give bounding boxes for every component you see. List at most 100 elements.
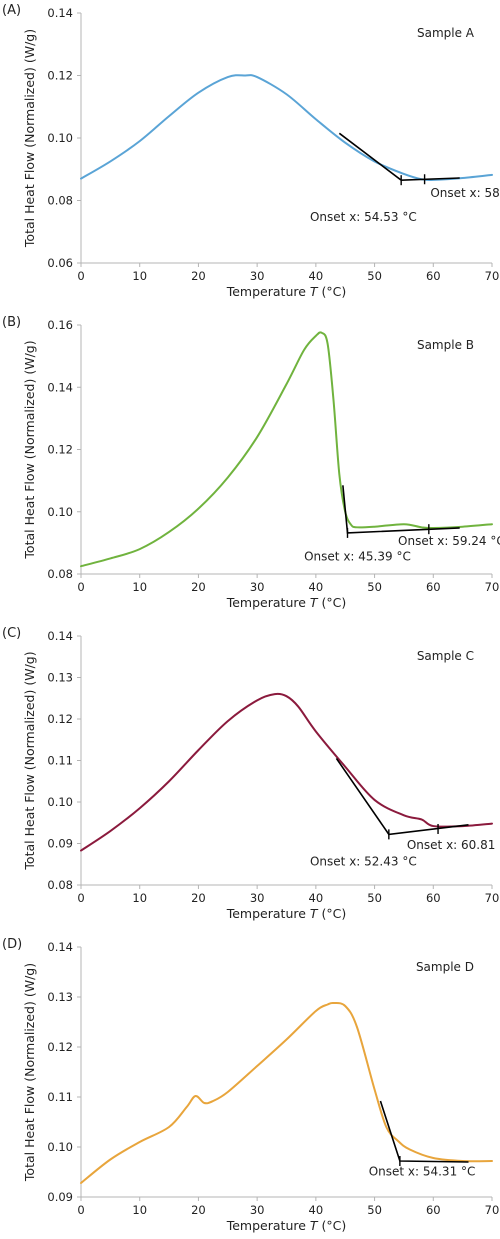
x-axis-title-unit: (°C) — [318, 1218, 347, 1233]
onset-annotation: Onset x: 54.53 °C — [310, 210, 417, 224]
data-series-line — [80, 692, 493, 852]
y-tick-label: 0.13 — [47, 990, 73, 1004]
x-axis-title-unit: (°C) — [318, 284, 347, 299]
panel-label: (D) — [2, 937, 22, 952]
x-tick-label: 70 — [485, 580, 500, 594]
y-tick-label: 0.09 — [47, 837, 73, 851]
onset-annotation: Onset x: 58.52 °C — [430, 186, 500, 200]
y-axis-title: Total Heat Flow (Normalized) (W/g) — [22, 651, 37, 870]
chart-panel-3: (C) 0 10 20 30 40 50 60 70 0.08 0.09 0.10 0.11 0.12 0.… — [2, 626, 500, 921]
x-axis-title-prefix: Temperature — [226, 906, 310, 921]
x-tick-label: 50 — [367, 580, 382, 594]
y-tick-label: 0.14 — [47, 6, 73, 20]
onset-tangent-line — [379, 1100, 469, 1163]
x-tick-label: 30 — [250, 891, 265, 905]
sample-label: Sample A — [417, 26, 475, 40]
x-tick-label: 0 — [77, 580, 84, 594]
x-tick-label: 20 — [191, 269, 206, 283]
x-tick-label: 10 — [132, 891, 147, 905]
x-tick-label: 30 — [250, 1203, 265, 1217]
x-tick-label: 40 — [309, 269, 324, 283]
y-tick-label: 0.09 — [47, 1190, 73, 1204]
y-tick-label: 0.10 — [47, 131, 73, 145]
x-tick-label: 20 — [191, 1203, 206, 1217]
sample-label: Sample C — [417, 649, 474, 663]
x-axis-title-variable: T — [310, 284, 319, 299]
x-axis-title-unit: (°C) — [318, 595, 347, 610]
y-tick-label: 0.16 — [47, 318, 73, 332]
data-series-line — [80, 1001, 493, 1184]
onset-annotation: Onset x: 45.39 °C — [304, 550, 411, 564]
x-tick-label: 40 — [309, 891, 324, 905]
onset-tangent-line — [335, 757, 469, 836]
x-tick-label: 30 — [250, 269, 265, 283]
y-tick-label: 0.12 — [47, 1040, 73, 1054]
onset-annotation: Onset x: 54.31 °C — [369, 1165, 476, 1179]
x-tick-label: 50 — [367, 891, 382, 905]
y-tick-label: 0.12 — [47, 443, 73, 457]
x-axis-title-unit: (°C) — [318, 906, 347, 921]
y-tick-label: 0.08 — [47, 567, 73, 581]
x-axis-title-prefix: Temperature — [226, 595, 310, 610]
y-tick-label: 0.14 — [47, 940, 73, 954]
y-tick-label: 0.10 — [47, 1140, 73, 1154]
onset-annotation: Onset x: 59.24 °C — [398, 534, 500, 548]
y-tick-label: 0.14 — [47, 380, 73, 394]
x-axis-title-variable: T — [310, 595, 319, 610]
onset-tangent-line — [342, 485, 460, 534]
x-axis-title: Temperature T (°C) — [226, 595, 347, 610]
x-tick-label: 60 — [426, 891, 441, 905]
x-tick-label: 0 — [77, 1203, 84, 1217]
x-axis-title-variable: T — [310, 1218, 319, 1233]
y-tick-label: 0.08 — [47, 194, 73, 208]
y-axis-title: Total Heat Flow (Normalized) (W/g) — [22, 963, 37, 1182]
x-tick-label: 40 — [309, 1203, 324, 1217]
x-tick-label: 0 — [77, 891, 84, 905]
y-tick-label: 0.13 — [47, 671, 73, 685]
y-tick-label: 0.10 — [47, 795, 73, 809]
sample-label: Sample D — [416, 960, 474, 974]
panel-label: (A) — [2, 3, 21, 18]
panel-label: (B) — [2, 315, 21, 330]
x-tick-label: 50 — [367, 269, 382, 283]
x-axis-title: Temperature T (°C) — [226, 906, 347, 921]
x-tick-label: 10 — [132, 1203, 147, 1217]
x-axis-title-prefix: Temperature — [226, 1218, 310, 1233]
x-tick-label: 60 — [426, 269, 441, 283]
x-tick-label: 20 — [191, 580, 206, 594]
x-tick-label: 40 — [309, 580, 324, 594]
data-series-line — [80, 74, 493, 182]
x-tick-label: 20 — [191, 891, 206, 905]
data-series-line — [80, 331, 493, 568]
x-axis-title-prefix: Temperature — [226, 284, 310, 299]
x-tick-label: 70 — [485, 891, 500, 905]
x-tick-label: 70 — [485, 1203, 500, 1217]
onset-annotation: Onset x: 60.81 °C — [407, 838, 500, 852]
x-tick-label: 0 — [77, 269, 84, 283]
panel-label: (C) — [2, 626, 21, 641]
x-tick-label: 30 — [250, 580, 265, 594]
chart-panel-1: (A) 0 10 20 30 40 50 60 70 0.06 0.08 0.10 0.12 0.14 Te… — [2, 3, 500, 299]
sample-label: Sample B — [417, 338, 474, 352]
chart-panel-4: (D) 0 10 20 30 40 50 60 70 0.09 0.10 0.11 0.12 0.13 0.… — [2, 937, 499, 1233]
chart-panel-2: (B) 0 10 20 30 40 50 60 70 0.08 0.10 0.12 0.14 0.16 Te… — [2, 315, 500, 610]
x-tick-label: 10 — [132, 269, 147, 283]
y-tick-label: 0.12 — [47, 69, 73, 83]
onset-annotation: Onset x: 52.43 °C — [310, 854, 417, 868]
y-tick-label: 0.06 — [47, 256, 73, 270]
y-axis-title: Total Heat Flow (Normalized) (W/g) — [22, 29, 37, 248]
x-tick-label: 70 — [485, 269, 500, 283]
y-tick-label: 0.11 — [47, 1090, 73, 1104]
y-axis-title: Total Heat Flow (Normalized) (W/g) — [22, 340, 37, 559]
y-tick-label: 0.14 — [47, 629, 73, 643]
x-axis-title: Temperature T (°C) — [226, 284, 347, 299]
y-tick-label: 0.12 — [47, 712, 73, 726]
x-axis-title: Temperature T (°C) — [226, 1218, 347, 1233]
x-axis-title-variable: T — [310, 906, 319, 921]
y-tick-label: 0.11 — [47, 754, 73, 768]
x-tick-label: 50 — [367, 1203, 382, 1217]
x-tick-label: 60 — [426, 580, 441, 594]
y-tick-label: 0.08 — [47, 878, 73, 892]
x-tick-label: 60 — [426, 1203, 441, 1217]
